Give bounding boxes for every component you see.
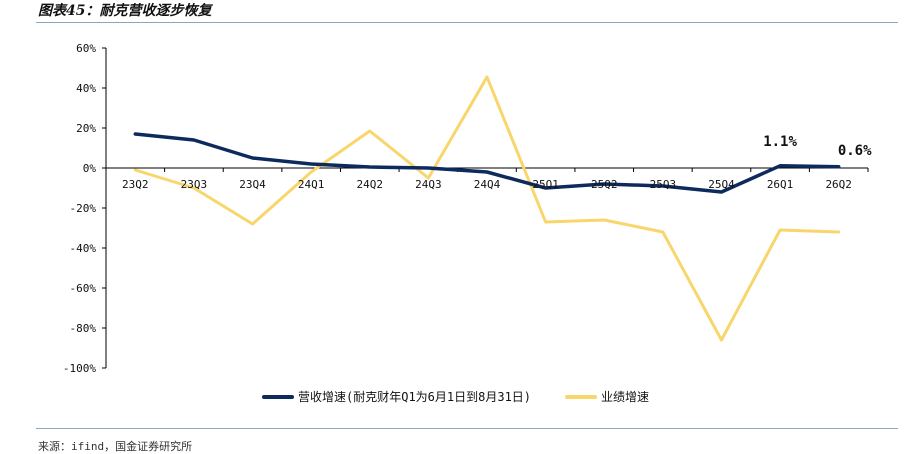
legend-label-revenue: 营收增速(耐克财年Q1为6月1日到8月31日)	[298, 390, 532, 404]
x-tick-label: 25Q4	[708, 178, 735, 191]
x-tick-label: 24Q2	[357, 178, 384, 191]
figure-title: 图表45：耐克营收逐步恢复	[38, 3, 212, 19]
series-line-revenue	[133, 132, 841, 194]
x-tick-label: 25Q3	[650, 178, 677, 191]
series-line-earnings	[133, 75, 841, 342]
y-tick-label: 0%	[83, 162, 97, 175]
source-note: 来源：ifind，国金证券研究所	[38, 440, 193, 453]
x-tick-label: 23Q4	[239, 178, 266, 191]
data-label: 1.1%	[763, 134, 797, 150]
legend-item-revenue: 营收增速(耐克财年Q1为6月1日到8月31日)	[262, 388, 531, 405]
legend-swatch-earnings	[565, 394, 598, 399]
x-tick-label: 23Q2	[122, 178, 149, 191]
x-tick-label: 24Q4	[474, 178, 501, 191]
x-tick-label: 24Q3	[415, 178, 442, 191]
x-tick-label: 23Q3	[181, 178, 208, 191]
legend-swatch-revenue	[262, 394, 294, 399]
y-tick-label: -100%	[63, 362, 96, 375]
legend-item-earnings: 业绩增速	[565, 388, 649, 405]
y-tick-label: -60%	[70, 282, 97, 295]
y-tick-label: -80%	[70, 322, 97, 335]
y-tick-label: 60%	[76, 42, 96, 55]
y-tick-label: -40%	[70, 242, 97, 255]
data-label: 0.6%	[838, 143, 872, 159]
x-tick-label: 25Q1	[532, 178, 559, 191]
chart-legend: 营收增速(耐克财年Q1为6月1日到8月31日) 业绩增速	[262, 388, 683, 405]
footer-divider	[36, 428, 898, 429]
y-tick-label: -20%	[70, 202, 97, 215]
x-tick-label: 26Q2	[825, 178, 852, 191]
legend-label-earnings: 业绩增速	[601, 390, 650, 404]
y-tick-label: 20%	[76, 122, 96, 135]
x-tick-label: 25Q2	[591, 178, 618, 191]
x-tick-label: 24Q1	[298, 178, 325, 191]
y-tick-label: 40%	[76, 82, 96, 95]
title-divider	[36, 22, 898, 23]
x-tick-label: 26Q1	[767, 178, 794, 191]
